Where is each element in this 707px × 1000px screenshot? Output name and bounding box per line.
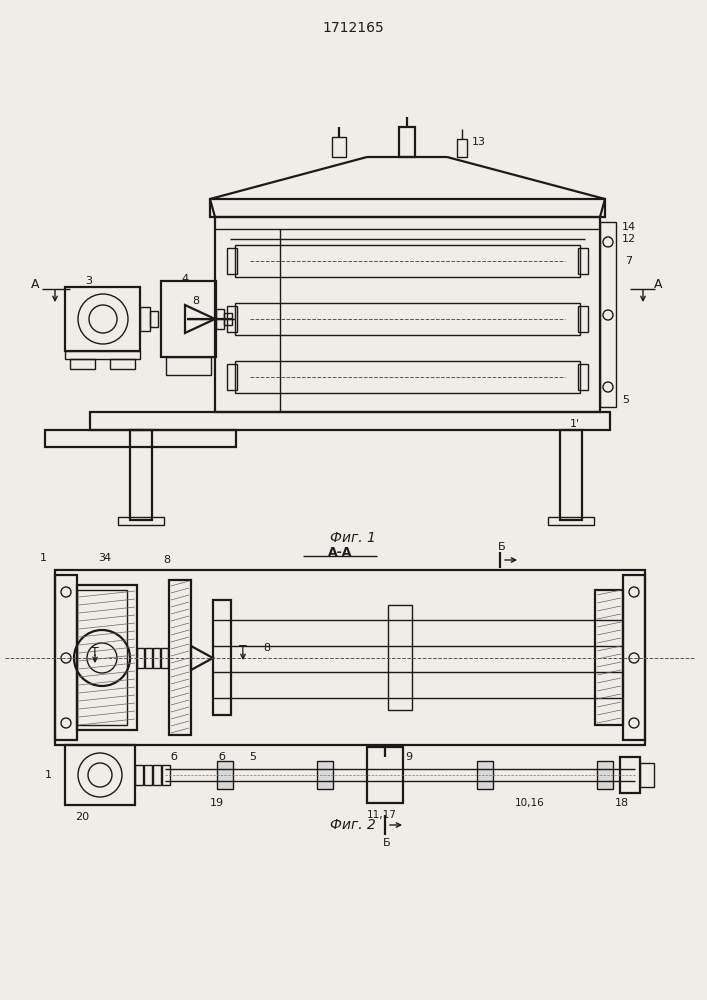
Text: T: T bbox=[239, 644, 247, 656]
Bar bbox=[216, 309, 224, 329]
Text: 1712165: 1712165 bbox=[322, 21, 384, 35]
Bar bbox=[45, 430, 236, 447]
Bar bbox=[224, 313, 232, 325]
Bar bbox=[70, 359, 95, 369]
Text: 14: 14 bbox=[622, 222, 636, 232]
Bar bbox=[388, 605, 412, 710]
Bar bbox=[55, 575, 77, 740]
Bar bbox=[169, 580, 191, 735]
Text: 20: 20 bbox=[75, 812, 89, 822]
Text: 18: 18 bbox=[615, 798, 629, 808]
Text: 8: 8 bbox=[163, 555, 170, 565]
Bar bbox=[137, 648, 144, 668]
Bar bbox=[110, 359, 135, 369]
Bar bbox=[65, 745, 135, 805]
Text: Фиг. 2: Фиг. 2 bbox=[330, 818, 376, 832]
Text: 3: 3 bbox=[85, 276, 92, 286]
Text: 7: 7 bbox=[625, 256, 632, 266]
Bar bbox=[130, 430, 152, 520]
Bar bbox=[227, 364, 237, 390]
Text: 3: 3 bbox=[98, 553, 105, 563]
Bar bbox=[65, 287, 140, 351]
Text: б: б bbox=[170, 752, 177, 762]
Text: 4: 4 bbox=[181, 274, 188, 284]
Bar bbox=[235, 245, 580, 277]
Bar bbox=[65, 351, 140, 359]
Text: 1: 1 bbox=[45, 770, 52, 780]
Bar bbox=[217, 761, 233, 789]
Bar bbox=[560, 430, 582, 520]
Bar bbox=[153, 648, 160, 668]
Bar bbox=[367, 747, 403, 803]
Text: Б: Б bbox=[498, 542, 506, 552]
Text: 11,17: 11,17 bbox=[367, 810, 397, 820]
Text: А: А bbox=[654, 277, 662, 290]
Bar bbox=[135, 765, 143, 785]
Bar bbox=[213, 600, 231, 715]
Bar bbox=[55, 570, 645, 745]
Text: 8: 8 bbox=[263, 643, 270, 653]
Text: 5: 5 bbox=[250, 752, 257, 762]
Text: 9: 9 bbox=[405, 752, 412, 762]
Text: 10,16: 10,16 bbox=[515, 798, 545, 808]
Bar bbox=[477, 761, 493, 789]
Text: T: T bbox=[91, 647, 99, 660]
Text: А: А bbox=[30, 277, 40, 290]
Bar bbox=[317, 761, 333, 789]
Bar bbox=[457, 139, 467, 157]
Bar bbox=[77, 585, 137, 730]
Text: Б: Б bbox=[383, 838, 391, 848]
Bar bbox=[235, 361, 580, 393]
Bar bbox=[90, 412, 610, 430]
Bar bbox=[153, 765, 161, 785]
Text: 19: 19 bbox=[210, 798, 224, 808]
Bar bbox=[623, 575, 645, 740]
Bar bbox=[235, 303, 580, 335]
Bar bbox=[162, 765, 170, 785]
Text: А-А: А-А bbox=[328, 546, 352, 558]
Text: 4: 4 bbox=[103, 553, 110, 563]
Bar bbox=[578, 306, 588, 332]
Bar bbox=[620, 757, 640, 793]
Bar bbox=[227, 248, 237, 274]
Text: 12: 12 bbox=[622, 234, 636, 244]
Bar bbox=[161, 648, 168, 668]
Bar bbox=[210, 199, 605, 217]
Bar bbox=[600, 222, 616, 407]
Bar bbox=[595, 590, 623, 725]
Bar bbox=[578, 248, 588, 274]
Text: Фиг. 1: Фиг. 1 bbox=[330, 531, 376, 545]
Bar bbox=[215, 217, 600, 412]
Bar bbox=[145, 648, 152, 668]
Text: 1': 1' bbox=[570, 419, 580, 429]
Bar bbox=[399, 127, 415, 157]
Bar bbox=[640, 763, 654, 787]
Text: б: б bbox=[218, 752, 226, 762]
Bar bbox=[597, 761, 613, 789]
Bar bbox=[144, 765, 152, 785]
Text: 1: 1 bbox=[40, 553, 47, 563]
Bar bbox=[227, 306, 237, 332]
Text: 8: 8 bbox=[192, 296, 199, 306]
Bar bbox=[578, 364, 588, 390]
Bar bbox=[166, 357, 211, 375]
Bar bbox=[548, 517, 594, 525]
Bar bbox=[118, 517, 164, 525]
Bar bbox=[161, 281, 216, 357]
Bar bbox=[332, 137, 346, 157]
Text: 13: 13 bbox=[472, 137, 486, 147]
Bar bbox=[150, 311, 158, 327]
Bar bbox=[140, 307, 150, 331]
Text: 5: 5 bbox=[622, 395, 629, 405]
Bar bbox=[77, 590, 127, 725]
